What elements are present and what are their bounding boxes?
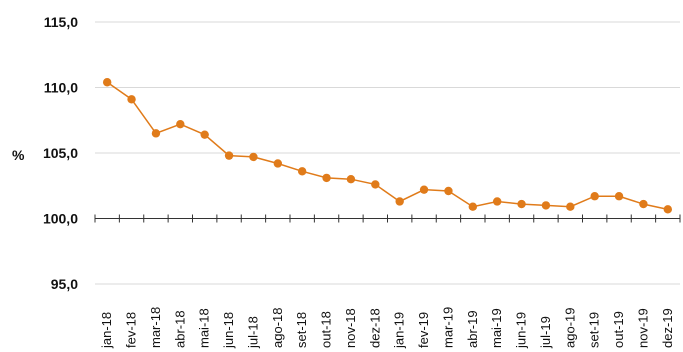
x-tick-label: jul-19	[538, 316, 553, 349]
data-point	[346, 175, 356, 184]
data-point	[590, 192, 599, 201]
series-polyline	[106, 81, 668, 211]
y-tick-label: 100,0	[43, 211, 78, 227]
x-tick-label: nov-19	[635, 308, 650, 348]
x-tick-label: jun-18	[221, 312, 236, 349]
x-tick-label: nov-18	[343, 308, 358, 348]
data-point	[322, 173, 331, 183]
data-point	[249, 152, 258, 162]
x-tick-label: out-18	[319, 311, 334, 348]
data-point	[663, 205, 673, 214]
y-tick-label: 105,0	[43, 145, 78, 161]
x-tick-label: abr-18	[172, 310, 187, 348]
x-tick-label: ago-18	[270, 308, 285, 348]
data-point	[176, 119, 185, 129]
x-tick-label: dez-18	[367, 308, 382, 348]
data-point	[468, 202, 478, 211]
data-point	[614, 192, 624, 201]
data-point	[492, 197, 502, 206]
x-axis	[94, 214, 681, 223]
data-point	[566, 202, 575, 211]
y-tick-label: 95,0	[51, 276, 78, 292]
data-point	[127, 95, 136, 104]
x-tick-label: jan-19	[392, 312, 407, 349]
data-point	[102, 78, 112, 87]
series-line	[106, 81, 668, 211]
data-point	[371, 180, 380, 189]
data-point	[444, 186, 453, 196]
x-tick-label: set-19	[587, 312, 602, 348]
data-point	[395, 197, 404, 206]
x-tick-label: mai-18	[197, 308, 212, 348]
data-point	[151, 129, 161, 138]
x-tick-label: jun-19	[514, 312, 529, 349]
x-tick-label: fev-19	[416, 312, 431, 348]
x-tick-label: out-19	[611, 311, 626, 348]
x-tick-label: mar-18	[148, 307, 163, 348]
x-tick-label: dez-19	[660, 308, 675, 348]
x-tick-label: jul-18	[245, 316, 260, 349]
gridlines	[95, 21, 680, 285]
series-points	[102, 78, 673, 214]
x-tick-label: set-18	[294, 312, 309, 348]
x-tick-label: fev-18	[124, 312, 139, 348]
x-tick-label: abr-19	[465, 310, 480, 348]
data-point	[224, 151, 234, 160]
y-axis-label: %	[12, 147, 25, 163]
data-point	[419, 185, 429, 194]
x-tick-label: jan-18	[99, 312, 114, 349]
y-tick-label: 115,0	[44, 14, 78, 30]
x-tick-label: mai-19	[489, 308, 504, 348]
data-point	[517, 199, 526, 209]
y-axis-ticks: 115,0 110,0 105,0 100,0 95,0	[43, 14, 78, 292]
data-point	[639, 199, 648, 209]
data-point	[541, 201, 551, 210]
x-axis-ticks: jan-18 fev-18 mar-18 abr-18 mai-18 jun-18 jul-…	[99, 307, 675, 349]
data-point	[297, 167, 307, 176]
y-tick-label: 110,0	[44, 80, 78, 96]
data-point	[200, 130, 209, 139]
x-tick-label: mar-19	[440, 307, 455, 348]
data-point	[273, 159, 283, 168]
x-tick-label: ago-19	[562, 308, 577, 348]
